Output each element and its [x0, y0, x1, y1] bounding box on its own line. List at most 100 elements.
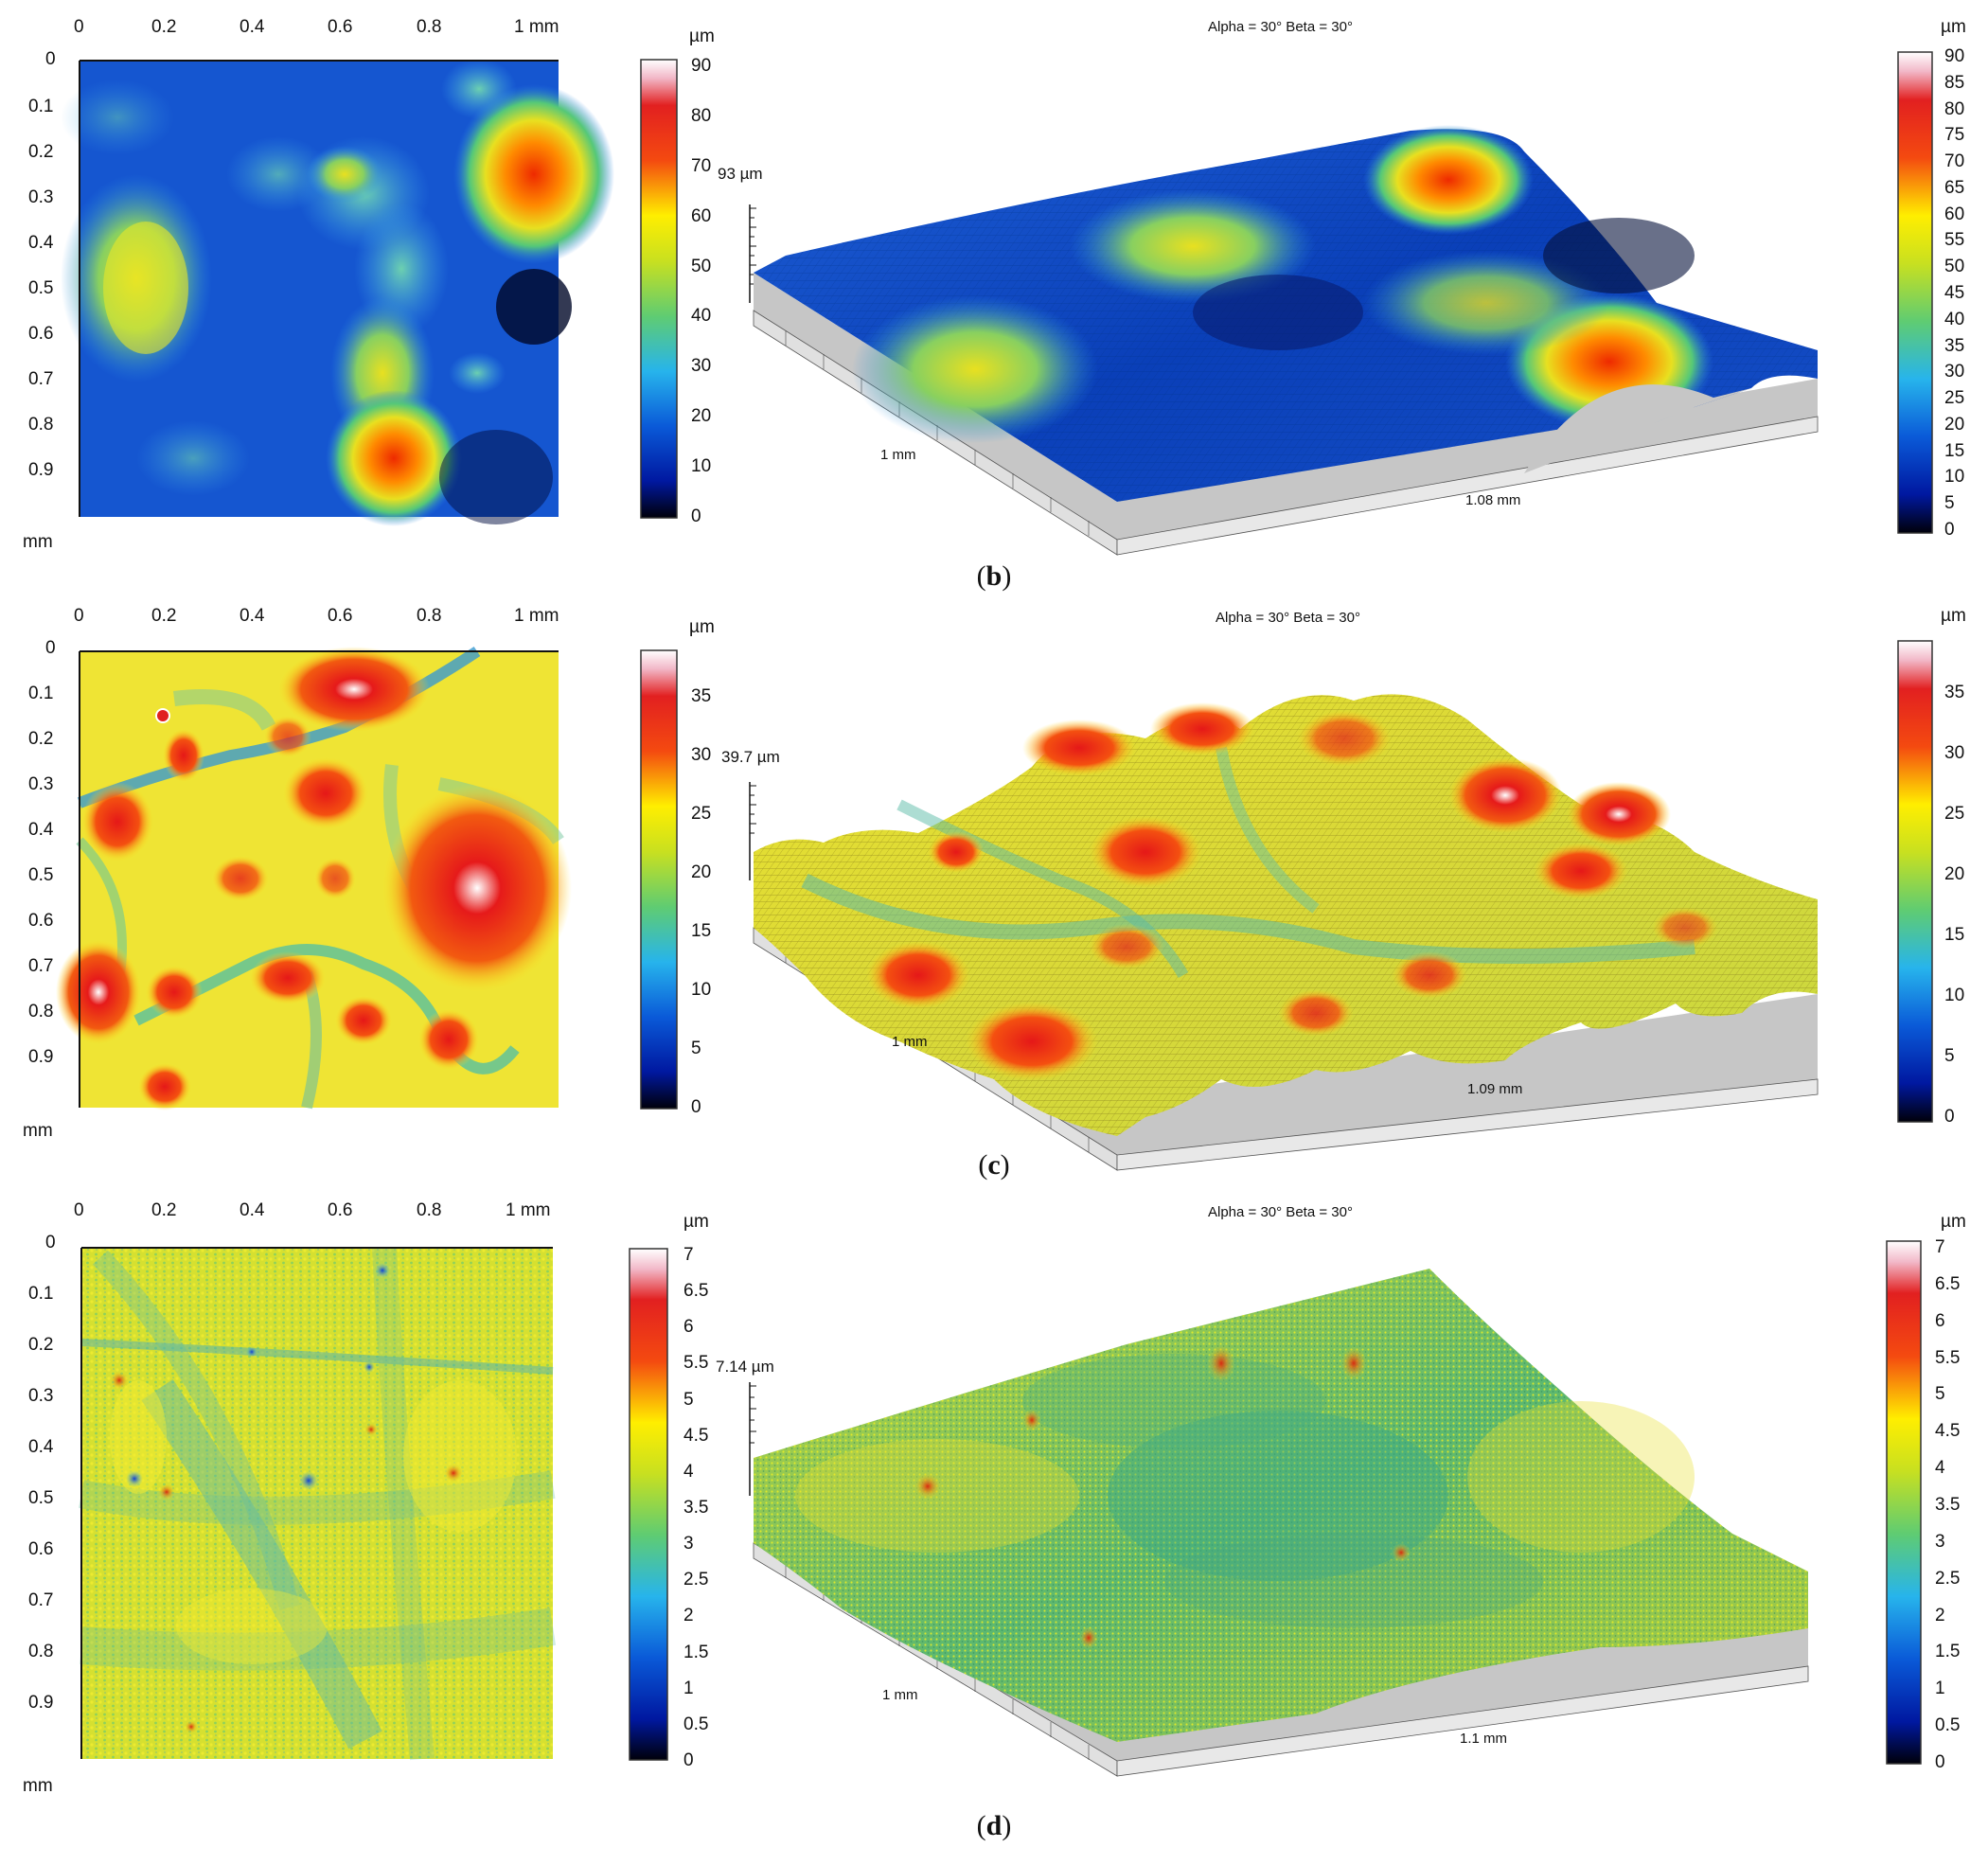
colorbar-tick: 60	[691, 205, 712, 226]
colorbar-tick: 0	[691, 1097, 701, 1117]
colorbar-c-3d	[1897, 640, 1933, 1123]
colorbar-tick: 10	[691, 980, 712, 1000]
colorbar-tick: 50	[691, 256, 712, 276]
colorbar-tick: 30	[691, 745, 712, 765]
colorbar-tick: 3.5	[1935, 1495, 1961, 1515]
map-y-tick: 0	[45, 49, 56, 69]
map-y-tick: 0.6	[28, 1539, 54, 1559]
colorbar-tick: 0	[691, 506, 701, 526]
colorbar-tick: 1	[683, 1678, 694, 1698]
colorbar-tick: 0.5	[1935, 1715, 1961, 1736]
colorbar-d	[629, 1248, 668, 1761]
colorbar-b	[640, 59, 678, 519]
map-y-tick: 0.6	[28, 911, 54, 931]
colorbar-tick: 30	[691, 356, 712, 377]
colorbar-tick: 0	[1944, 1107, 1955, 1127]
colorbar-tick: 2	[683, 1606, 694, 1626]
colorbar-tick: 2	[1935, 1605, 1945, 1625]
caption-d: (d)	[976, 1810, 1012, 1841]
map-x-tick: 0.8	[417, 17, 442, 37]
map-y-tick: 0.8	[28, 1642, 54, 1661]
colorbar-tick: 40	[1944, 309, 1965, 329]
colorbar-tick: 30	[1944, 743, 1965, 763]
colorbar-tick: 85	[1944, 72, 1965, 93]
colorbar-tick: 20	[691, 406, 712, 427]
map-y-tick: 0.1	[28, 97, 54, 116]
map-y-tick: 0.3	[28, 774, 54, 794]
colorbar-tick: 5	[1944, 493, 1955, 514]
colorbar-tick: 0	[1935, 1752, 1945, 1772]
colorbar-tick: 5.5	[1935, 1347, 1961, 1368]
map-x-tick: 0.6	[328, 1200, 353, 1220]
map-y-tick: 0.2	[28, 142, 54, 162]
view-angles: Alpha = 30° Beta = 30°	[1208, 1204, 1353, 1220]
map-y-unit: mm	[23, 532, 53, 552]
map-y-tick: 0.9	[28, 460, 54, 480]
map-y-tick: 0.3	[28, 1386, 54, 1406]
colorbar-tick: 5	[691, 1039, 701, 1058]
colorbar-c	[640, 649, 678, 1110]
map-y-tick: 0.5	[28, 1488, 54, 1508]
colorbar-tick: 55	[1944, 230, 1965, 251]
map-y-tick: 0	[45, 638, 56, 658]
colorbar-tick: 75	[1944, 125, 1965, 146]
map-y-tick: 0.7	[28, 369, 54, 389]
colorbar-tick: 0	[1944, 520, 1955, 540]
surface-3d-d	[749, 1269, 1809, 1777]
height-map-c	[56, 647, 572, 1110]
map-x-tick: 0.2	[151, 1200, 177, 1220]
colorbar-tick: 3	[683, 1534, 694, 1554]
colorbar-tick: 10	[691, 456, 712, 477]
colorbar-tick: 25	[691, 804, 712, 824]
colorbar-tick: 5.5	[683, 1353, 709, 1374]
colorbar-tick: 4.5	[1935, 1421, 1961, 1442]
map-x-tick: 1 mm	[506, 1200, 551, 1220]
panel-b: 0 0.2 0.4 0.6 0.8 1 mm 0 0.1 0.2 0.3 0.4…	[0, 0, 1988, 606]
colorbar-tick: 80	[691, 105, 712, 126]
colorbar-tick: 65	[1944, 177, 1965, 198]
map-y-tick: 0.8	[28, 415, 54, 435]
map-axes-b	[79, 60, 559, 517]
map-y-unit: mm	[23, 1776, 53, 1796]
map-y-tick: 0.4	[28, 820, 54, 840]
colorbar-d-3d	[1886, 1240, 1922, 1765]
colorbar-unit: µm	[1941, 17, 1966, 37]
colorbar-b-3d	[1897, 51, 1933, 534]
map-x-tick: 0.2	[151, 606, 177, 626]
map-x-tick: 0.2	[151, 17, 177, 37]
colorbar-unit: µm	[689, 617, 715, 637]
colorbar-tick: 4.5	[683, 1425, 709, 1446]
colorbar-tick: 6.5	[683, 1281, 709, 1302]
colorbar-tick: 80	[1944, 98, 1965, 119]
map-axes-c	[79, 650, 559, 1108]
map-y-tick: 0.2	[28, 1335, 54, 1355]
map-y-tick: 0.5	[28, 278, 54, 298]
view-side-label: 1 mm	[882, 1687, 918, 1703]
colorbar-tick: 25	[1944, 804, 1965, 824]
colorbar-tick: 5	[1944, 1046, 1955, 1066]
colorbar-tick: 6	[683, 1317, 694, 1338]
colorbar-tick: 4	[683, 1461, 694, 1482]
map-y-tick: 0.1	[28, 1284, 54, 1304]
map-y-tick: 0.4	[28, 233, 54, 253]
map-x-tick: 0	[74, 1200, 84, 1220]
colorbar-tick: 30	[1944, 362, 1965, 382]
map-x-tick: 0.4	[240, 1200, 265, 1220]
colorbar-tick: 70	[1944, 151, 1965, 172]
map-y-tick: 0	[45, 1233, 56, 1252]
colorbar-tick: 6	[1935, 1310, 1945, 1331]
colorbar-tick: 2.5	[683, 1570, 709, 1590]
map-y-tick: 0.4	[28, 1437, 54, 1457]
view-side-label: 1 mm	[880, 447, 916, 463]
colorbar-tick: 10	[1944, 986, 1965, 1005]
colorbar-tick: 3.5	[683, 1498, 709, 1518]
colorbar-tick: 15	[1944, 440, 1965, 461]
map-y-tick: 0.7	[28, 1590, 54, 1610]
colorbar-tick: 20	[691, 862, 712, 882]
colorbar-tick: 35	[1944, 335, 1965, 356]
colorbar-tick: 50	[1944, 257, 1965, 277]
map-y-tick: 0.1	[28, 684, 54, 703]
map-x-tick: 0.4	[240, 17, 265, 37]
colorbar-tick: 25	[1944, 388, 1965, 409]
colorbar-tick: 15	[1944, 925, 1965, 945]
